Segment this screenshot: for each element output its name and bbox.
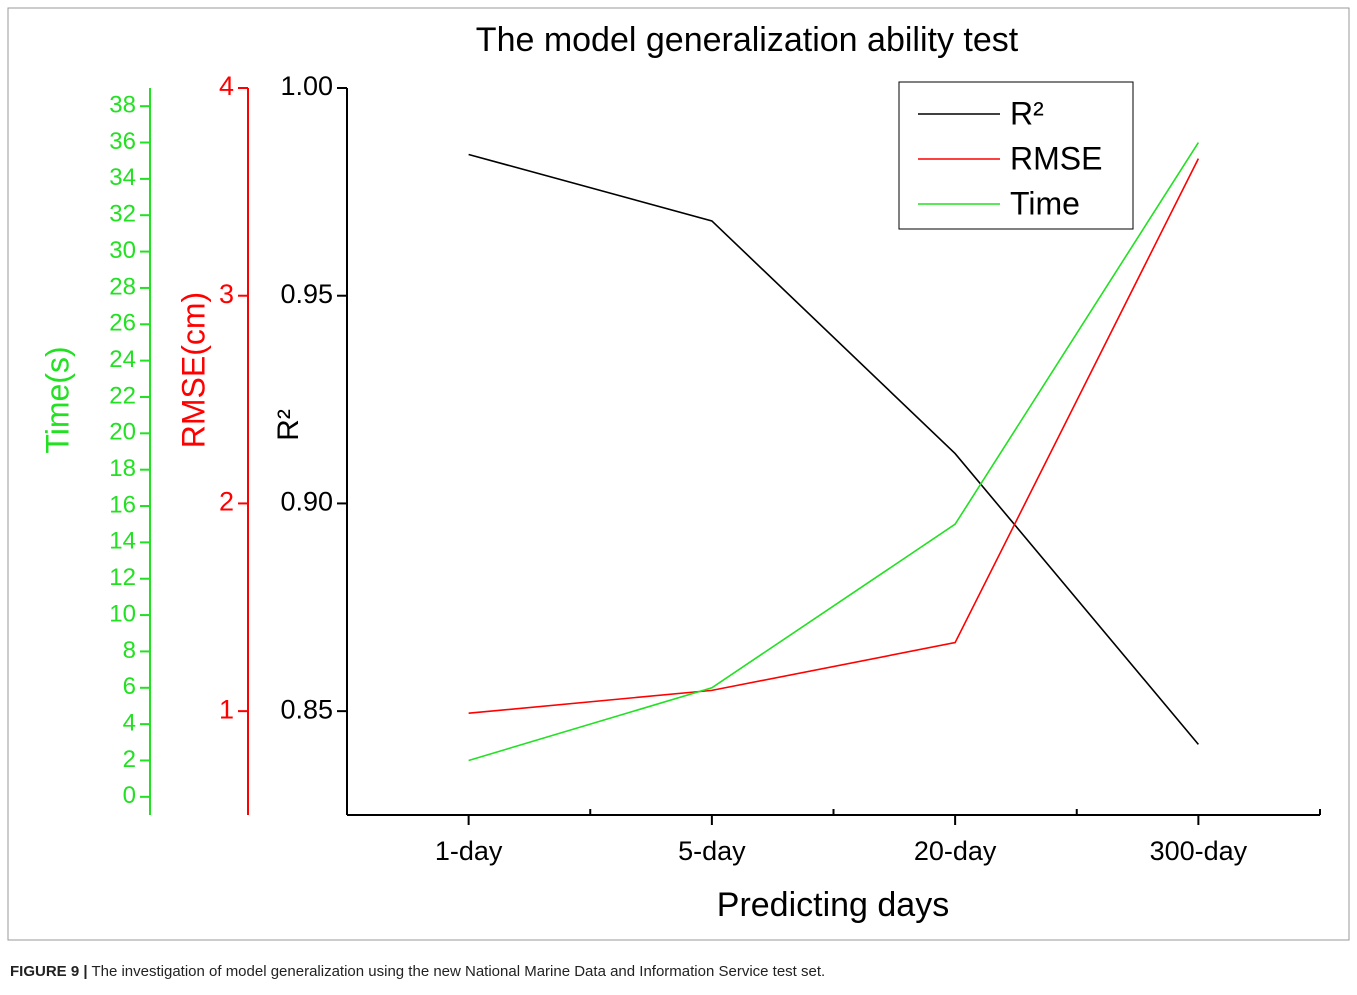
x-tick-label: 5-day (678, 836, 746, 866)
y3-tick-label: 32 (109, 201, 136, 228)
chart-title: The model generalization ability test (476, 21, 1019, 59)
chart: The model generalization ability test Pr… (7, 7, 1350, 941)
caption: FIGURE 9 | The investigation of model ge… (10, 963, 825, 980)
y3-tick-label: 10 (109, 600, 136, 627)
y-tick-label: 0.85 (280, 694, 333, 724)
y-tick-label: 0.95 (280, 279, 333, 309)
x-tick-label: 20-day (914, 836, 997, 866)
y3-tick-label: 20 (109, 419, 136, 446)
y3-tick-label: 8 (123, 637, 136, 664)
y2-axis-label: RMSE(cm) (175, 292, 211, 448)
y3-axis-label: Time(s) (39, 346, 75, 453)
y3-tick-label: 12 (109, 564, 136, 591)
line-series (468, 142, 1200, 762)
line-series (468, 158, 1200, 715)
y3-tick-label: 24 (109, 346, 136, 373)
legend-label: Time (1010, 185, 1080, 221)
y-axis-label: R² (272, 409, 305, 441)
y3-tick-label: 14 (109, 528, 136, 555)
y2-tick-label: 2 (219, 487, 234, 517)
y-tick-label: 0.90 (280, 487, 333, 517)
y2-tick-label: 4 (219, 71, 234, 101)
y3-tick-label: 26 (109, 310, 136, 337)
y3-tick-label: 4 (123, 709, 136, 736)
frame (7, 7, 1350, 941)
y3-tick-label: 36 (109, 128, 136, 155)
y3-tick-label: 34 (109, 164, 136, 191)
caption-text: The investigation of model generalizatio… (87, 963, 826, 980)
y3-tick-label: 28 (109, 273, 136, 300)
y3-tick-label: 18 (109, 455, 136, 482)
y3-tick-label: 6 (123, 673, 136, 700)
y3-tick-label: 22 (109, 382, 136, 409)
y2-tick-label: 1 (219, 694, 234, 724)
y3-tick-label: 0 (123, 782, 136, 809)
y3-tick-label: 16 (109, 491, 136, 518)
legend-label: R² (1010, 95, 1044, 131)
caption-label: FIGURE 9 | (10, 963, 88, 980)
x-tick-label: 1-day (435, 836, 503, 866)
x-tick-label: 300-day (1150, 836, 1248, 866)
line-series (468, 153, 1199, 745)
y-tick-label: 1.00 (280, 71, 333, 101)
legend-label: RMSE (1010, 140, 1102, 176)
y2-tick-label: 3 (219, 279, 234, 309)
y3-tick-label: 38 (109, 92, 136, 119)
y3-tick-label: 30 (109, 237, 136, 264)
x-axis-label: Predicting days (717, 886, 949, 924)
y3-tick-label: 2 (123, 746, 136, 773)
